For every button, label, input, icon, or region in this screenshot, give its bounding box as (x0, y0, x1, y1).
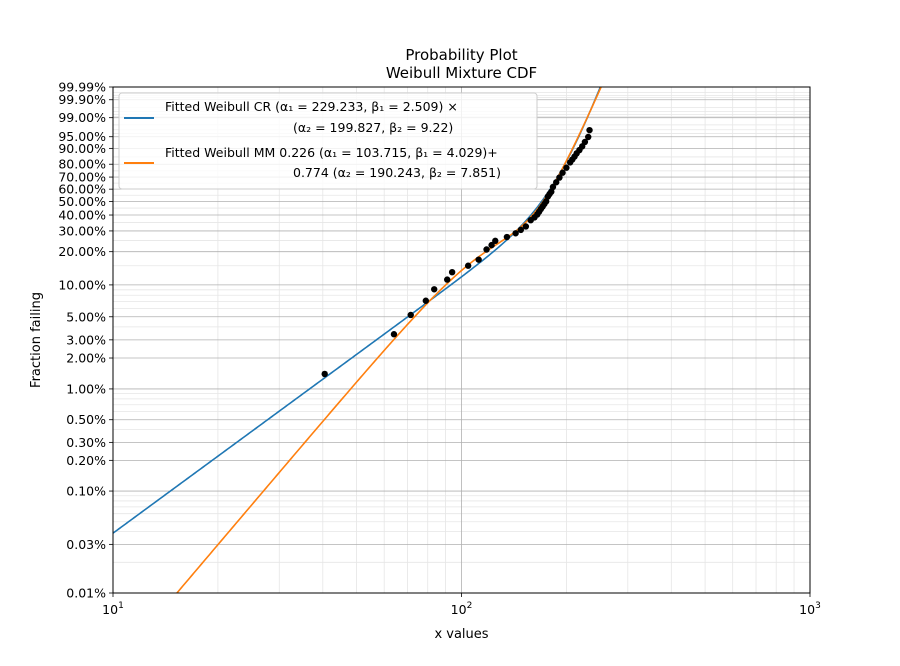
data-point (581, 138, 589, 146)
data-point (563, 164, 570, 171)
y-tick-label: 60.00% (58, 182, 106, 197)
data-point (542, 198, 550, 205)
data-point (464, 262, 472, 269)
y-tick-label: 0.20% (66, 453, 106, 468)
y-tick-label: 99.99% (58, 80, 106, 95)
x-axis-ticks: 101 102 103 (102, 593, 821, 617)
data-point (321, 370, 328, 378)
series-line-cr (113, 87, 602, 534)
y-tick-label: 90.00% (58, 141, 106, 156)
data-point (492, 237, 499, 245)
y-tick-label: 0.01% (66, 586, 106, 601)
data-point (512, 230, 519, 237)
data-point (488, 241, 495, 249)
y-axis-ticks: 0.01% 0.03% 0.10% 0.20% 0.30% 0.50% 1.00% 2.00%… (58, 80, 113, 601)
data-point (422, 297, 430, 304)
data-point (549, 183, 557, 191)
y-tick-label: 3.00% (66, 332, 106, 347)
y-tick-label: 5.00% (66, 309, 106, 324)
y-tick-label: 1.00% (66, 381, 106, 396)
legend-label-mm-line2: 0.774 (α₂ = 190.243, β₂ = 7.851) (293, 165, 501, 180)
y-tick-label: 99.90% (58, 92, 106, 107)
y-tick-label: 2.00% (66, 351, 106, 366)
data-point (483, 246, 490, 253)
y-tick-label: 0.30% (66, 435, 106, 450)
chart-subtitle: Weibull Mixture CDF (386, 64, 537, 82)
x-tick-label: 103 (799, 601, 821, 617)
data-point (475, 256, 482, 263)
data-point (448, 268, 456, 276)
data-point (444, 276, 451, 283)
y-tick-label: 80.00% (58, 157, 106, 172)
y-tick-label: 20.00% (58, 244, 106, 259)
failure-points (321, 126, 593, 378)
legend-label-mm-line1: Fitted Weibull MM 0.226 (α₁ = 103.715, β… (165, 145, 498, 160)
y-tick-label: 99.00% (58, 110, 106, 125)
data-point (503, 233, 511, 241)
y-tick-label: 40.00% (58, 208, 106, 223)
data-point (431, 286, 438, 293)
y-axis-label: Fraction failing (29, 292, 44, 388)
x-tick-label: 101 (102, 601, 124, 617)
y-tick-label: 0.03% (66, 537, 106, 552)
data-point (556, 174, 563, 181)
y-tick-label: 0.10% (66, 484, 106, 499)
data-point (407, 311, 414, 319)
x-tick-label: 102 (451, 601, 473, 617)
legend-label-cr-line1: Fitted Weibull CR (α₁ = 229.233, β₁ = 2.… (165, 99, 458, 114)
data-point (559, 169, 566, 176)
data-point (586, 126, 593, 134)
legend-box (118, 92, 538, 190)
y-tick-label: 10.00% (58, 277, 106, 292)
chart-title: Probability Plot (405, 46, 517, 64)
y-tick-label: 0.50% (66, 412, 106, 427)
data-point (390, 331, 398, 338)
legend: Fitted Weibull CR (α₁ = 229.233, β₁ = 2.… (118, 92, 538, 190)
y-tick-label: 95.00% (58, 129, 106, 144)
y-tick-label: 70.00% (58, 170, 106, 185)
x-axis-label: x values (434, 627, 488, 642)
data-point (553, 179, 560, 186)
data-point (522, 223, 530, 230)
legend-label-cr-line2: (α₂ = 199.827, β₂ = 9.22) (293, 120, 453, 135)
data-point (585, 133, 592, 141)
y-tick-label: 50.00% (58, 194, 106, 209)
data-point (517, 226, 525, 234)
y-tick-label: 30.00% (58, 223, 106, 238)
